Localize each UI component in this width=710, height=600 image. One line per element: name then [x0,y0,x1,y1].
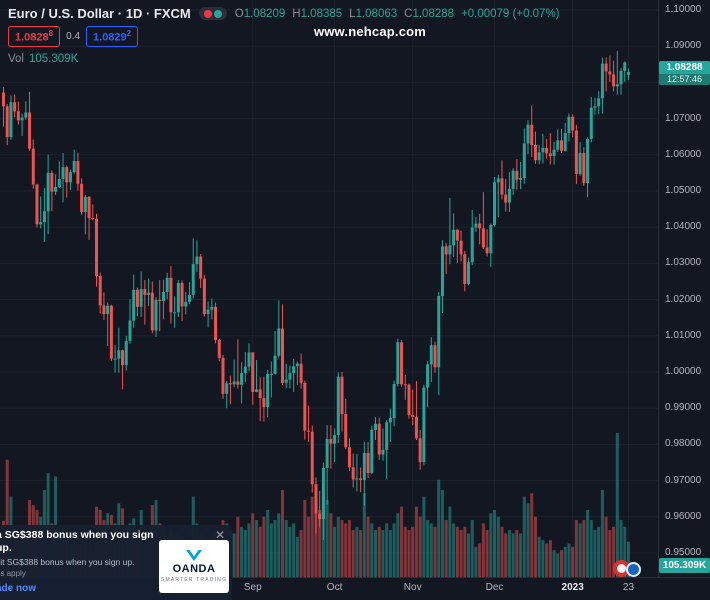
ad-subtext: sit SG$388 bonus when you sign up. [0,557,135,567]
low-value: 1.08063 [355,7,398,20]
open-label: O [234,7,244,20]
close-value: 1.08288 [412,7,455,20]
oanda-tagline: SMARTER TRADING [160,577,228,583]
blue-circle-icon [626,562,641,577]
price-tick-label: 0.95000 [665,547,702,558]
buy-price: 1.0829 [93,31,127,44]
ad-headline: a SG$388 bonus when you sign up. [0,529,154,554]
high-value: 1.08385 [300,7,343,20]
time-axis-label: Sep [243,582,262,593]
time-axis-label: 2023 [561,582,584,593]
sell-price: 1.0828 [15,31,49,44]
price-tick-label: 0.97000 [665,474,702,486]
time-axis-label: Nov [403,582,422,593]
price-tick-label: 1.04000 [665,221,702,233]
time-axis-label: 23 [622,582,635,593]
ad-cta-link[interactable]: ade now [0,583,37,594]
oanda-logo-icon [186,550,202,561]
status-dot-green-icon [213,9,222,18]
high-label: H [292,7,301,20]
price-axis[interactable]: 1.08288 12:57:46 105.309K 1.10000 1.09000… [658,0,710,578]
sell-button[interactable]: 1.08288 [8,26,61,47]
volume-value: 105.309K [29,52,79,65]
buy-button[interactable]: 1.08292 [86,26,139,47]
spread-value: 0.4 [66,30,81,42]
time-axis-label: Oct [326,582,343,593]
price-tick-label: 0.99000 [665,402,702,414]
logo-circles-icon [613,560,645,578]
oanda-brand-name: OANDA [172,563,216,575]
time-axis-label: Dec [485,582,504,593]
ad-banner[interactable]: a SG$388 bonus when you sign up. sit SG$… [0,525,232,600]
price-tick-label: 1.06000 [665,148,702,160]
price-tick-label: 1.01000 [665,329,702,341]
change-value: +0.00079 (+0.07%) [461,7,560,20]
oanda-logo-card[interactable]: OANDA SMARTER TRADING [159,540,229,593]
price-tick-label: 0.96000 [665,510,702,522]
price-tick-label: 1.05000 [665,185,702,196]
market-status-toggle[interactable] [198,7,227,20]
sell-price-superscript: 8 [48,29,54,38]
price-tick-label: 1.07000 [665,112,702,124]
last-price-badge: 1.08288 12:57:46 [659,60,710,85]
volume-badge: 105.309K [659,558,710,573]
price-tick-label: 1.10000 [665,4,702,15]
price-tick-label: 1.03000 [665,257,702,269]
symbol-title[interactable]: Euro / U.S. Dollar · 1D · FXCM [8,6,191,21]
chart-legend: Euro / U.S. Dollar · 1D · FXCM O1.08209 … [8,6,560,65]
status-dot-red-icon [203,9,212,18]
close-label: C [404,7,413,20]
price-tick-label: 1.00000 [665,366,702,377]
bar-countdown: 12:57:46 [659,73,710,85]
ad-terms: ns apply [0,569,26,578]
buy-price-superscript: 2 [126,29,132,38]
price-tick-label: 1.02000 [665,293,702,305]
low-label: L [349,7,356,20]
open-value: 1.08209 [243,7,286,20]
ad-close-button[interactable]: ✕ [214,528,225,542]
price-tick-label: 0.98000 [665,438,702,450]
ohlc-values: O1.08209 H1.08385 L1.08063 C1.08288 +0.0… [235,8,560,20]
ad-text-block: a SG$388 bonus when you sign up. sit SG$… [0,529,154,596]
price-tick-label: 1.09000 [665,40,702,52]
last-price-value: 1.08288 [659,60,710,74]
volume-label: Vol [8,52,24,65]
watermark: www.nehcap.com [313,24,427,39]
